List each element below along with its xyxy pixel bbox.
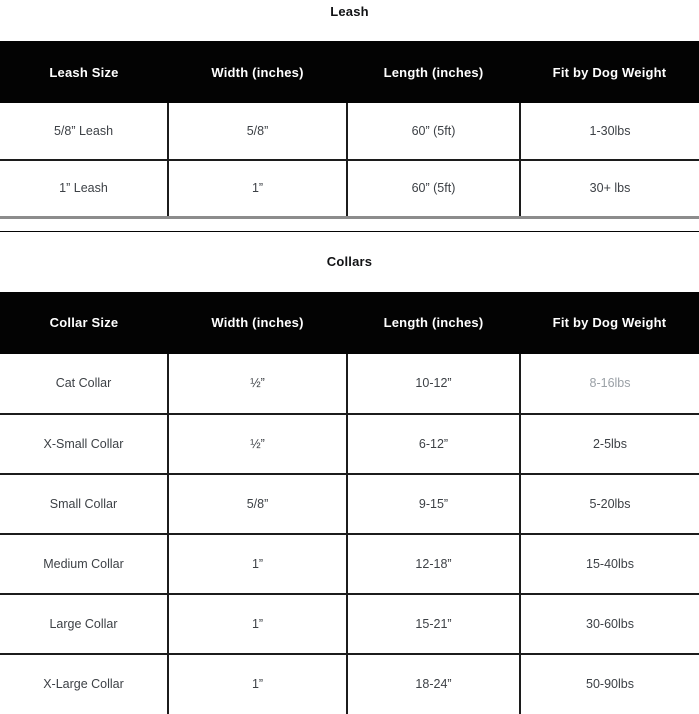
column-header: Fit by Dog Weight — [520, 41, 699, 103]
table-cell: 10-12” — [346, 353, 520, 414]
column-header: Width (inches) — [168, 41, 347, 103]
column-header: Length (inches) — [347, 291, 520, 354]
table-cell: 5/8” Leash — [0, 103, 168, 160]
leash-table-title: Leash — [330, 4, 369, 19]
collars-table-body: Cat Collar ½” 10-12” 8-16lbs X-Small Collar ½… — [0, 353, 699, 714]
table-row: Small Collar 5/8” 9-15” 5-20lbs — [0, 472, 699, 534]
table-cell: 8-16lbs — [519, 353, 699, 414]
table-cell: Small Collar — [0, 472, 168, 534]
table-row: Large Collar 1” 15-21” 30-60lbs — [0, 592, 699, 654]
table-cell: 15-21” — [346, 592, 520, 654]
table-cell: X-Large Collar — [0, 652, 168, 714]
table-cell: 1” — [167, 159, 347, 217]
collars-section: Collars Collar Size Width (inches) Length … — [0, 230, 699, 714]
header-row: Leash Size Width (inches) Length (inches) F… — [0, 41, 699, 103]
table-cell: 5/8” — [167, 103, 347, 160]
collars-table-header: Collar Size Width (inches) Length (inches)… — [0, 291, 699, 354]
table-cell: 50-90lbs — [519, 652, 699, 714]
table-cell: 9-15” — [346, 472, 520, 534]
leash-table-header: Leash Size Width (inches) Length (inches) F… — [0, 41, 699, 103]
table-cell: Large Collar — [0, 592, 168, 654]
table-cell: Medium Collar — [0, 532, 168, 594]
table-row: X-Large Collar 1” 18-24” 50-90lbs — [0, 652, 699, 714]
table-row: Medium Collar 1” 12-18” 15-40lbs — [0, 532, 699, 594]
header-row: Collar Size Width (inches) Length (inches)… — [0, 291, 699, 354]
table-cell: 12-18” — [346, 532, 520, 594]
table-cell: 60” (5ft) — [346, 159, 520, 217]
table-cell: 30-60lbs — [519, 592, 699, 654]
leash-size-table: Leash Size Width (inches) Length (inches) F… — [0, 41, 699, 219]
table-cell: 15-40lbs — [519, 532, 699, 594]
column-header: Leash Size — [0, 41, 168, 103]
leash-section: Leash Leash Size Width (inches) Length (in… — [0, 0, 699, 219]
table-row: 1” Leash 1” 60” (5ft) 30+ lbs — [0, 159, 699, 217]
table-cell: 18-24” — [346, 652, 520, 714]
table-cell: 6-12” — [346, 412, 520, 474]
column-header: Length (inches) — [347, 41, 520, 103]
column-header: Collar Size — [0, 291, 168, 354]
table-cell: ½” — [167, 412, 347, 474]
table-cell: X-Small Collar — [0, 412, 168, 474]
table-row: 5/8” Leash 5/8” 60” (5ft) 1-30lbs — [0, 103, 699, 160]
table-cell: 60” (5ft) — [346, 103, 520, 160]
collars-table-title: Collars — [326, 254, 373, 269]
table-cell: 1” — [167, 652, 347, 714]
table-row: X-Small Collar ½” 6-12” 2-5lbs — [0, 412, 699, 474]
table-cell: 1” — [167, 592, 347, 654]
table-cell: ½” — [167, 353, 347, 414]
table-cell: 5-20lbs — [519, 472, 699, 534]
table-row: Cat Collar ½” 10-12” 8-16lbs — [0, 353, 699, 414]
table-cell: 30+ lbs — [519, 159, 699, 217]
table-cell: Cat Collar — [0, 353, 168, 414]
collar-size-table: Collar Size Width (inches) Length (inches)… — [0, 291, 699, 714]
column-header: Width (inches) — [168, 291, 347, 354]
table-cell: 5/8” — [167, 472, 347, 534]
table-cell: 1” Leash — [0, 159, 168, 217]
leash-table-body: 5/8” Leash 5/8” 60” (5ft) 1-30lbs 1” Leash 1”… — [0, 103, 699, 217]
column-header: Fit by Dog Weight — [520, 291, 699, 354]
table-cell: 1-30lbs — [519, 103, 699, 160]
table-cell: 2-5lbs — [519, 412, 699, 474]
table-cell: 1” — [167, 532, 347, 594]
